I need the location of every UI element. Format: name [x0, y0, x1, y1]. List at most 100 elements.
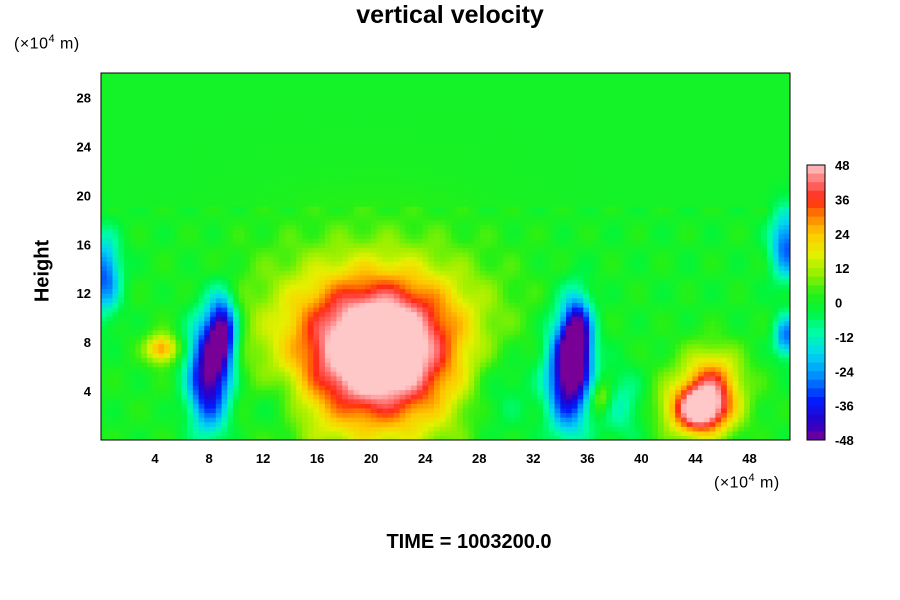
heatmap-cell — [313, 132, 320, 138]
heatmap-cell — [215, 316, 223, 322]
heatmap-cell — [250, 435, 257, 440]
heatmap-cell — [112, 398, 119, 404]
heatmap-cell — [370, 348, 378, 354]
heatmap-cell — [347, 219, 355, 225]
heatmap-cell — [164, 430, 171, 437]
heatmap-cell — [411, 247, 418, 253]
heatmap-cell — [359, 375, 366, 381]
heatmap-cell — [376, 82, 383, 88]
heatmap-cell — [422, 219, 429, 225]
heatmap-cell — [129, 192, 137, 198]
heatmap-cell — [290, 329, 297, 336]
heatmap-cell — [428, 224, 435, 230]
heatmap-cell — [123, 339, 131, 345]
heatmap-cell — [198, 183, 205, 189]
heatmap-cell — [428, 173, 435, 180]
heatmap-cell — [370, 196, 378, 203]
heatmap-cell — [101, 86, 108, 92]
heatmap-cell — [215, 141, 223, 147]
heatmap-cell — [365, 357, 372, 363]
heatmap-cell — [233, 398, 240, 404]
heatmap-cell — [434, 366, 441, 372]
heatmap-cell — [273, 302, 280, 308]
heatmap-cell — [227, 329, 234, 336]
heatmap-cell — [359, 279, 366, 285]
heatmap-cell — [141, 417, 148, 423]
heatmap-cell — [278, 371, 286, 377]
heatmap-cell — [296, 417, 303, 423]
heatmap-cell — [330, 389, 338, 395]
heatmap-cell — [210, 329, 217, 336]
heatmap-cell — [135, 297, 142, 303]
heatmap-cell — [250, 187, 257, 193]
heatmap-cell — [319, 311, 326, 317]
heatmap-cell — [233, 224, 240, 230]
heatmap-cell — [118, 150, 125, 157]
heatmap-cell — [382, 251, 389, 258]
heatmap-cell — [112, 265, 119, 271]
heatmap-cell — [158, 169, 165, 175]
heatmap-cell — [152, 288, 160, 294]
heatmap-cell — [101, 375, 108, 381]
heatmap-cell — [439, 224, 447, 230]
heatmap-cell — [233, 105, 240, 111]
heatmap-cell — [399, 261, 406, 267]
heatmap-cell — [164, 183, 171, 189]
heatmap-cell — [175, 118, 182, 125]
heatmap-cell — [181, 118, 188, 125]
heatmap-cell — [250, 86, 257, 92]
heatmap-cell — [101, 95, 108, 102]
heatmap-cell — [307, 118, 315, 125]
heatmap-cell — [141, 302, 148, 308]
heatmap-cell — [416, 430, 424, 437]
heatmap-cell — [123, 256, 131, 262]
heatmap-cell — [169, 407, 177, 414]
heatmap-cell — [192, 242, 200, 248]
heatmap-cell — [296, 160, 303, 166]
heatmap-cell — [158, 247, 165, 253]
heatmap-cell — [359, 306, 366, 313]
heatmap-cell — [451, 348, 458, 354]
heatmap-cell — [393, 178, 401, 184]
heatmap-cell — [347, 105, 355, 111]
heatmap-cell — [445, 233, 452, 239]
heatmap-cell — [158, 73, 165, 79]
heatmap-cell — [227, 91, 234, 97]
heatmap-cell — [152, 201, 160, 207]
heatmap-cell — [365, 284, 372, 290]
heatmap-cell — [336, 343, 343, 349]
heatmap-cell — [445, 265, 452, 271]
heatmap-cell — [267, 219, 274, 225]
heatmap-cell — [233, 339, 240, 345]
heatmap-cell — [267, 334, 274, 340]
heatmap-cell — [342, 169, 349, 175]
heatmap-cell — [456, 357, 464, 363]
heatmap-cell — [261, 343, 269, 349]
heatmap-cell — [359, 430, 366, 437]
heatmap-cell — [416, 270, 424, 276]
heatmap-cell — [319, 325, 326, 331]
heatmap-cell — [210, 403, 217, 409]
heatmap-cell — [273, 219, 280, 225]
heatmap-cell — [158, 132, 165, 138]
heatmap-cell — [301, 362, 309, 368]
heatmap-cell — [393, 141, 401, 147]
heatmap-cell — [227, 73, 234, 79]
heatmap-cell — [256, 91, 263, 97]
heatmap-cell — [146, 265, 154, 271]
heatmap-cell — [256, 114, 263, 120]
heatmap-cell — [399, 380, 406, 386]
heatmap-cell — [347, 302, 355, 308]
heatmap-cell — [284, 343, 292, 349]
heatmap-cell — [342, 417, 349, 423]
heatmap-cell — [256, 320, 263, 326]
heatmap-cell — [382, 178, 389, 184]
heatmap-cell — [319, 183, 326, 189]
heatmap-cell — [215, 288, 223, 294]
heatmap-cell — [106, 210, 114, 216]
heatmap-cell — [187, 242, 194, 248]
heatmap-cell — [451, 261, 458, 267]
heatmap-cell — [411, 371, 418, 377]
heatmap-cell — [342, 329, 349, 336]
heatmap-cell — [256, 196, 263, 203]
